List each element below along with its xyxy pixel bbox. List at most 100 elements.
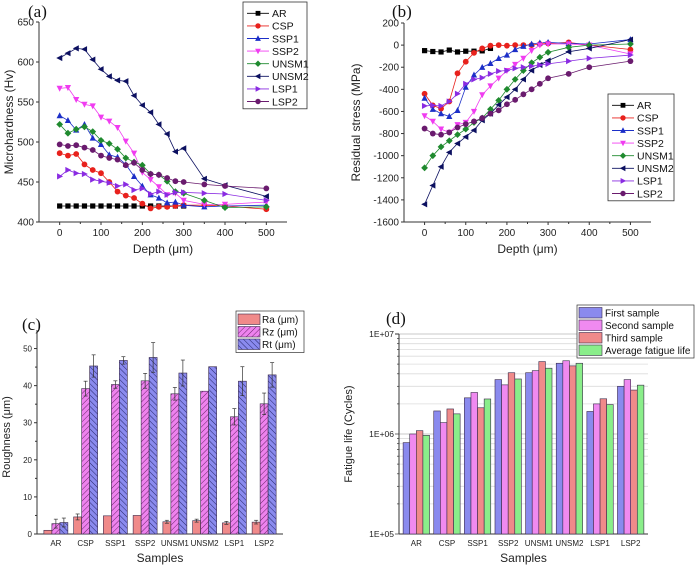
data-point [97, 66, 104, 73]
data-point [437, 143, 445, 151]
y-tick-label: 650 [17, 18, 34, 29]
data-point [56, 54, 63, 62]
bar-rz [111, 384, 120, 535]
legend-marker [255, 23, 261, 29]
data-point [454, 106, 461, 113]
bar-rt [178, 372, 188, 535]
data-point [463, 48, 469, 54]
legend-item: Second sample [578, 319, 674, 332]
data-point [536, 80, 543, 87]
bar-rt [267, 374, 277, 535]
bar-second [409, 433, 417, 535]
error-bar [270, 362, 275, 388]
data-point [429, 118, 436, 125]
data-point [106, 179, 113, 186]
legend-item: LSP2 [247, 96, 298, 108]
bar-second [593, 403, 601, 535]
data-point [421, 113, 428, 120]
bar-second [501, 384, 509, 535]
bar-ra [162, 521, 172, 535]
legend-item: Third sample [578, 332, 663, 345]
data-point [262, 193, 269, 200]
x-tick-label: UNSM2 [555, 539, 584, 548]
data-point [147, 177, 154, 183]
data-point [56, 141, 63, 148]
chart-b-residual-stress: 0 100 200 300 400 500 -1600 -1400 -1200 -1000 -800… [349, 2, 675, 256]
bar-rz [170, 393, 180, 535]
data-point [495, 75, 502, 82]
error-bar [53, 518, 58, 529]
data-point [122, 138, 129, 145]
error-bar [113, 380, 118, 389]
bar-rt [148, 357, 158, 535]
data-point [430, 48, 436, 55]
bar-second [531, 370, 540, 535]
data-point [123, 203, 129, 209]
x-tick-label: LSP1 [590, 539, 610, 548]
y-tick-label: 50 [23, 345, 32, 354]
series-lsp2 [56, 141, 270, 192]
legend-label: Second sample [605, 321, 674, 332]
data-point [155, 171, 162, 178]
series-line [424, 39, 631, 205]
legend-item: UNSM2 [247, 71, 309, 83]
data-point [164, 175, 171, 181]
x-tick-label: LSP2 [254, 539, 274, 548]
data-point [430, 102, 437, 109]
legend-marker [254, 60, 262, 67]
legend-item: Rt (μm) [237, 338, 296, 351]
bar-third [477, 407, 485, 535]
data-point [627, 51, 634, 59]
data-point [487, 83, 494, 90]
data-point [147, 109, 154, 116]
data-point [122, 154, 130, 162]
y-tick-label: -1200 [373, 173, 399, 184]
data-point [487, 42, 494, 49]
data-point [566, 58, 573, 65]
bar-average [514, 378, 522, 535]
data-point [421, 102, 428, 110]
data-point [487, 70, 494, 77]
x-axis-label: Samples [137, 551, 184, 565]
x-axis-label: Samples [500, 551, 547, 565]
data-point [446, 113, 453, 120]
data-point [147, 205, 154, 212]
data-point [114, 203, 121, 209]
data-point [437, 126, 445, 133]
error-bar [91, 354, 96, 378]
data-point [73, 170, 80, 177]
series-unsm1 [56, 121, 270, 211]
data-point [56, 121, 64, 128]
data-point [123, 181, 130, 188]
series-lsp1 [57, 166, 270, 204]
legend-item: SSP2 [247, 46, 299, 58]
data-point [97, 137, 105, 144]
bar-rz [230, 416, 239, 535]
legend-item: UNSM1 [612, 151, 674, 163]
data-point [172, 189, 179, 196]
bar-rz [81, 388, 90, 535]
data-point [544, 57, 551, 64]
bar-second [440, 422, 448, 535]
error-bar [75, 513, 80, 521]
bar-average [606, 404, 614, 535]
error-bar [232, 408, 237, 426]
legend-swatch [237, 326, 261, 338]
bar-average [575, 362, 583, 535]
data-point [180, 179, 187, 185]
legend-item: LSP1 [612, 176, 663, 188]
bar-average [545, 367, 553, 535]
data-point [627, 46, 634, 53]
x-tick-label: 500 [622, 228, 639, 239]
data-point [627, 40, 634, 48]
legend-label: LSP2 [272, 96, 298, 108]
data-point [446, 98, 453, 105]
data-point [454, 70, 461, 77]
data-point [200, 175, 207, 182]
y-tick-label: 200 [382, 19, 399, 30]
data-point [462, 133, 469, 140]
data-point [429, 152, 437, 160]
data-point [89, 103, 96, 110]
